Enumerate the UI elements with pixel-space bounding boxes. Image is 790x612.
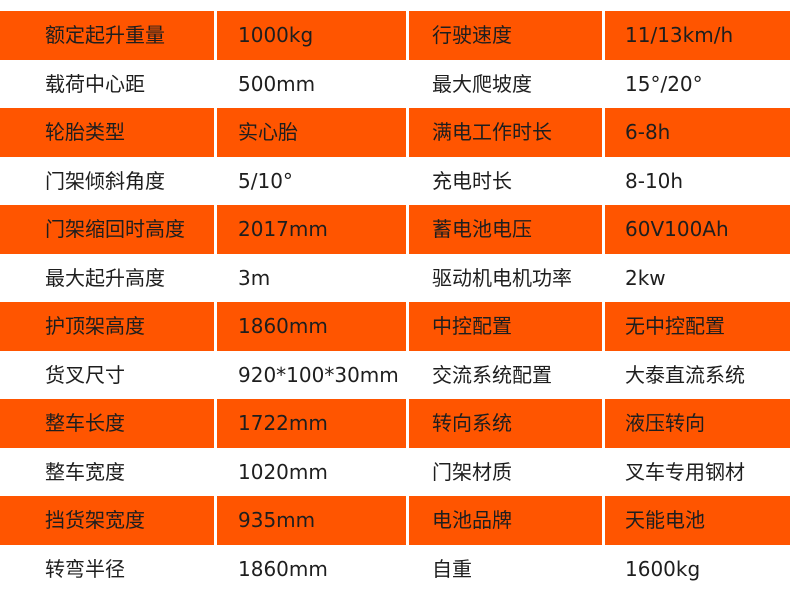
spec-name: 驱动机电机功率 xyxy=(432,265,572,290)
spec-value: 1020mm xyxy=(238,459,328,484)
spec-name: 整车长度 xyxy=(45,411,125,435)
spec-name: 护顶架高度 xyxy=(45,314,145,338)
spec-name: 自重 xyxy=(432,556,472,581)
column-divider xyxy=(214,302,217,351)
spec-value: 11/13km/h xyxy=(625,23,734,47)
spec-name: 货叉尺寸 xyxy=(45,362,125,387)
spec-name: 门架倾斜角度 xyxy=(45,168,165,193)
spec-value: 920*100*30mm xyxy=(238,362,399,387)
table-row: 额定起升重量 1000kg 行驶速度 11/13km/h xyxy=(0,11,790,60)
spec-name: 满电工作时长 xyxy=(432,120,552,144)
column-divider xyxy=(602,496,605,545)
spec-value: 实心胎 xyxy=(238,120,298,144)
column-divider xyxy=(602,205,605,254)
column-divider xyxy=(602,302,605,351)
spec-name: 挡货架宽度 xyxy=(45,508,145,532)
spec-value: 500mm xyxy=(238,71,316,96)
table-row: 最大起升高度 3m 驱动机电机功率 2kw xyxy=(0,254,790,303)
spec-value: 15°/20° xyxy=(625,71,703,96)
column-divider xyxy=(406,11,409,60)
table-row: 门架倾斜角度 5/10° 充电时长 8-10h xyxy=(0,157,790,206)
spec-value: 1600kg xyxy=(625,556,701,581)
spec-value: 无中控配置 xyxy=(625,314,725,338)
column-divider xyxy=(406,496,409,545)
table-row: 货叉尺寸 920*100*30mm 交流系统配置 大泰直流系统 xyxy=(0,351,790,400)
column-divider xyxy=(214,496,217,545)
column-divider xyxy=(602,399,605,448)
column-divider xyxy=(406,205,409,254)
spec-name: 转向系统 xyxy=(432,411,512,435)
spec-name: 最大爬坡度 xyxy=(432,71,532,96)
column-divider xyxy=(602,11,605,60)
spec-name: 交流系统配置 xyxy=(432,362,552,387)
column-divider xyxy=(214,108,217,157)
spec-name: 最大起升高度 xyxy=(45,265,165,290)
table-row: 挡货架宽度 935mm 电池品牌 天能电池 xyxy=(0,496,790,545)
column-divider xyxy=(406,399,409,448)
column-divider xyxy=(602,108,605,157)
table-row: 门架缩回时高度 2017mm 蓄电池电压 60V100Ah xyxy=(0,205,790,254)
column-divider xyxy=(406,302,409,351)
spec-value: 3m xyxy=(238,265,271,290)
spec-value: 2kw xyxy=(625,265,666,290)
table-row: 载荷中心距 500mm 最大爬坡度 15°/20° xyxy=(0,60,790,109)
spec-value: 1860mm xyxy=(238,314,328,338)
spec-value: 液压转向 xyxy=(625,411,705,435)
column-divider xyxy=(214,205,217,254)
table-row: 护顶架高度 1860mm 中控配置 无中控配置 xyxy=(0,302,790,351)
spec-name: 行驶速度 xyxy=(432,23,512,47)
spec-value: 1860mm xyxy=(238,556,328,581)
table-row: 整车宽度 1020mm 门架材质 叉车专用钢材 xyxy=(0,448,790,497)
spec-value: 6-8h xyxy=(625,120,671,144)
spec-name: 整车宽度 xyxy=(45,459,125,484)
spec-name: 蓄电池电压 xyxy=(432,217,532,241)
spec-value: 2017mm xyxy=(238,217,328,241)
spec-value: 935mm xyxy=(238,508,316,532)
spec-name: 充电时长 xyxy=(432,168,512,193)
spec-name: 载荷中心距 xyxy=(45,71,145,96)
spec-name: 轮胎类型 xyxy=(45,120,125,144)
spec-value: 1722mm xyxy=(238,411,328,435)
spec-value: 叉车专用钢材 xyxy=(625,459,745,484)
column-divider xyxy=(406,108,409,157)
spec-value: 天能电池 xyxy=(625,508,705,532)
spec-value: 5/10° xyxy=(238,168,293,193)
spec-name: 中控配置 xyxy=(432,314,512,338)
spec-name: 转弯半径 xyxy=(45,556,125,581)
column-divider xyxy=(214,399,217,448)
spec-name: 额定起升重量 xyxy=(45,23,165,47)
column-divider xyxy=(214,11,217,60)
table-row: 整车长度 1722mm 转向系统 液压转向 xyxy=(0,399,790,448)
spec-value: 8-10h xyxy=(625,168,684,193)
spec-value: 60V100Ah xyxy=(625,217,729,241)
spec-name: 门架缩回时高度 xyxy=(45,217,185,241)
spec-name: 门架材质 xyxy=(432,459,512,484)
spec-name: 电池品牌 xyxy=(432,508,512,532)
table-row: 轮胎类型 实心胎 满电工作时长 6-8h xyxy=(0,108,790,157)
spec-value: 1000kg xyxy=(238,23,314,47)
spec-value: 大泰直流系统 xyxy=(625,362,745,387)
table-row: 转弯半径 1860mm 自重 1600kg xyxy=(0,545,790,594)
